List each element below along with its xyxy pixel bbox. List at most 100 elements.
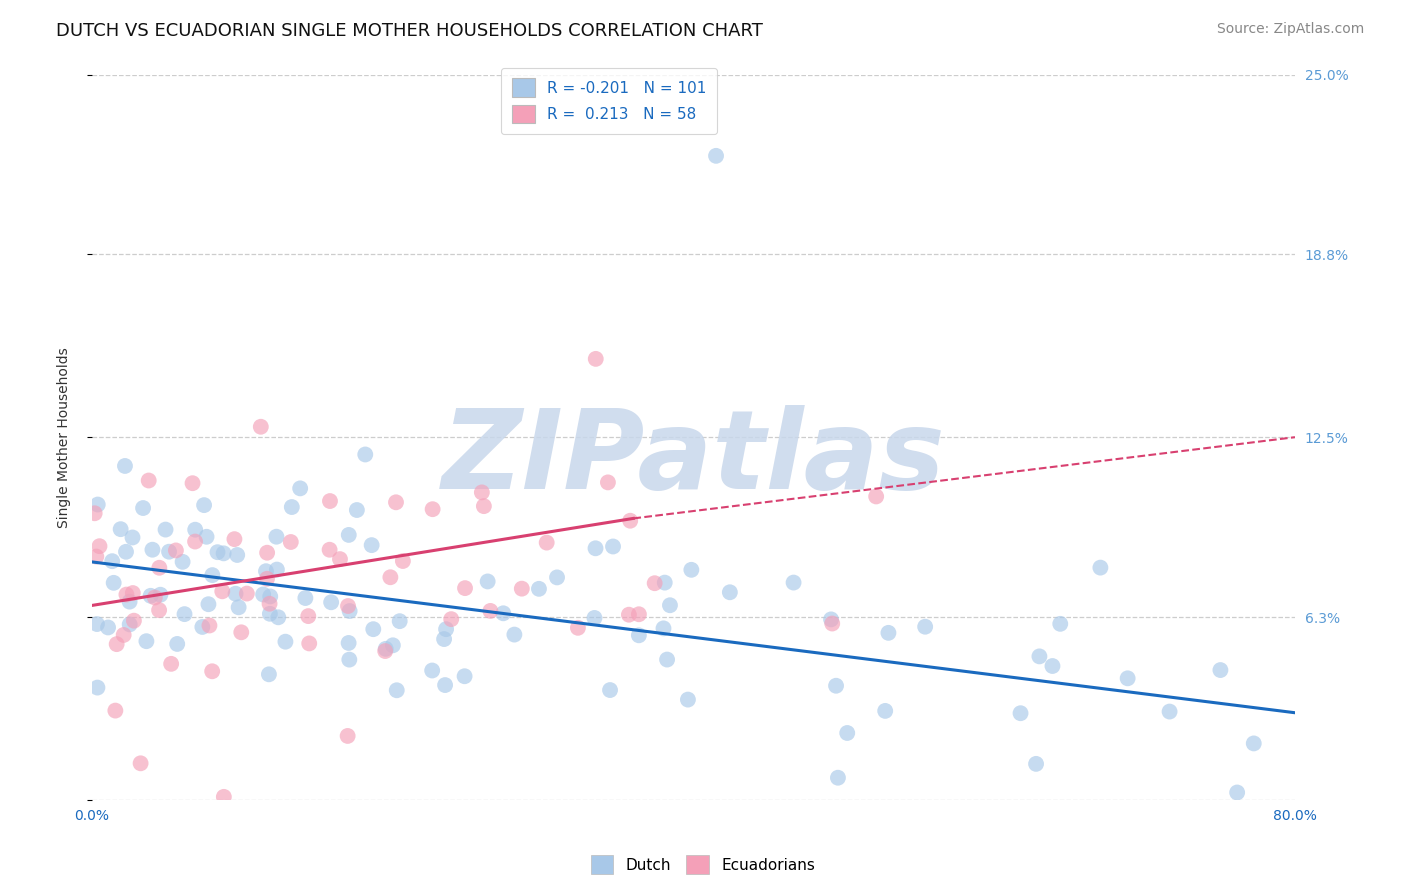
Point bbox=[385, 495, 408, 509]
Point bbox=[472, 499, 495, 513]
Point bbox=[197, 597, 219, 611]
Point bbox=[129, 756, 152, 771]
Point bbox=[212, 546, 235, 560]
Point bbox=[115, 588, 138, 602]
Point bbox=[827, 771, 849, 785]
Point bbox=[173, 607, 195, 621]
Point bbox=[422, 502, 444, 516]
Point bbox=[104, 704, 127, 718]
Point bbox=[585, 541, 607, 556]
Point bbox=[281, 500, 304, 514]
Point bbox=[346, 503, 368, 517]
Point bbox=[149, 588, 172, 602]
Point bbox=[266, 530, 288, 544]
Point bbox=[105, 637, 128, 651]
Point bbox=[381, 638, 404, 652]
Point bbox=[339, 604, 361, 618]
Point bbox=[655, 652, 678, 666]
Y-axis label: Single Mother Households: Single Mother Households bbox=[58, 347, 72, 527]
Point bbox=[627, 607, 650, 622]
Point bbox=[86, 681, 108, 695]
Point bbox=[1025, 756, 1047, 771]
Point bbox=[148, 560, 170, 574]
Point bbox=[1090, 560, 1112, 574]
Point bbox=[259, 590, 281, 604]
Point bbox=[118, 594, 141, 608]
Point bbox=[388, 614, 411, 628]
Point bbox=[619, 514, 641, 528]
Point bbox=[453, 669, 475, 683]
Point bbox=[454, 581, 477, 595]
Point bbox=[837, 726, 859, 740]
Point bbox=[392, 554, 415, 568]
Point bbox=[121, 531, 143, 545]
Point bbox=[821, 616, 844, 631]
Point bbox=[226, 548, 249, 562]
Point bbox=[718, 585, 741, 599]
Point bbox=[503, 627, 526, 641]
Point bbox=[644, 576, 666, 591]
Point bbox=[257, 667, 280, 681]
Point bbox=[652, 621, 675, 635]
Point bbox=[681, 563, 703, 577]
Point bbox=[103, 575, 125, 590]
Point bbox=[654, 575, 676, 590]
Point bbox=[354, 448, 377, 462]
Point bbox=[782, 575, 804, 590]
Point bbox=[195, 530, 218, 544]
Point bbox=[527, 582, 550, 596]
Point bbox=[165, 543, 187, 558]
Point bbox=[627, 628, 650, 642]
Point bbox=[135, 634, 157, 648]
Point bbox=[224, 532, 246, 546]
Point bbox=[321, 595, 343, 609]
Point bbox=[617, 607, 640, 622]
Point bbox=[374, 644, 396, 658]
Point bbox=[298, 636, 321, 650]
Legend: Dutch, Ecuadorians: Dutch, Ecuadorians bbox=[585, 849, 821, 880]
Point bbox=[86, 549, 108, 564]
Point bbox=[374, 641, 396, 656]
Point bbox=[184, 534, 207, 549]
Point bbox=[267, 610, 290, 624]
Point bbox=[249, 419, 271, 434]
Point bbox=[1042, 659, 1064, 673]
Point bbox=[211, 584, 233, 599]
Point bbox=[259, 607, 281, 621]
Point bbox=[676, 692, 699, 706]
Point bbox=[479, 604, 502, 618]
Point bbox=[193, 498, 215, 512]
Point bbox=[114, 458, 136, 473]
Point bbox=[87, 498, 110, 512]
Point bbox=[231, 625, 253, 640]
Point bbox=[236, 586, 259, 600]
Point bbox=[252, 587, 274, 601]
Point bbox=[101, 554, 124, 568]
Point bbox=[329, 552, 352, 566]
Point bbox=[336, 729, 359, 743]
Point bbox=[294, 591, 316, 605]
Point bbox=[385, 683, 408, 698]
Point bbox=[83, 506, 105, 520]
Point bbox=[1209, 663, 1232, 677]
Point bbox=[160, 657, 183, 671]
Point bbox=[319, 494, 342, 508]
Point bbox=[297, 609, 319, 624]
Point bbox=[585, 351, 607, 366]
Point bbox=[825, 679, 848, 693]
Point bbox=[596, 475, 619, 490]
Point bbox=[115, 545, 138, 559]
Point bbox=[492, 607, 515, 621]
Point bbox=[360, 538, 382, 552]
Point bbox=[118, 617, 141, 632]
Point bbox=[1226, 785, 1249, 799]
Point bbox=[477, 574, 499, 589]
Point bbox=[659, 599, 682, 613]
Point bbox=[1010, 706, 1032, 721]
Point bbox=[266, 563, 288, 577]
Point bbox=[820, 612, 842, 626]
Point bbox=[166, 637, 188, 651]
Point bbox=[583, 611, 606, 625]
Point bbox=[1243, 736, 1265, 750]
Point bbox=[121, 586, 143, 600]
